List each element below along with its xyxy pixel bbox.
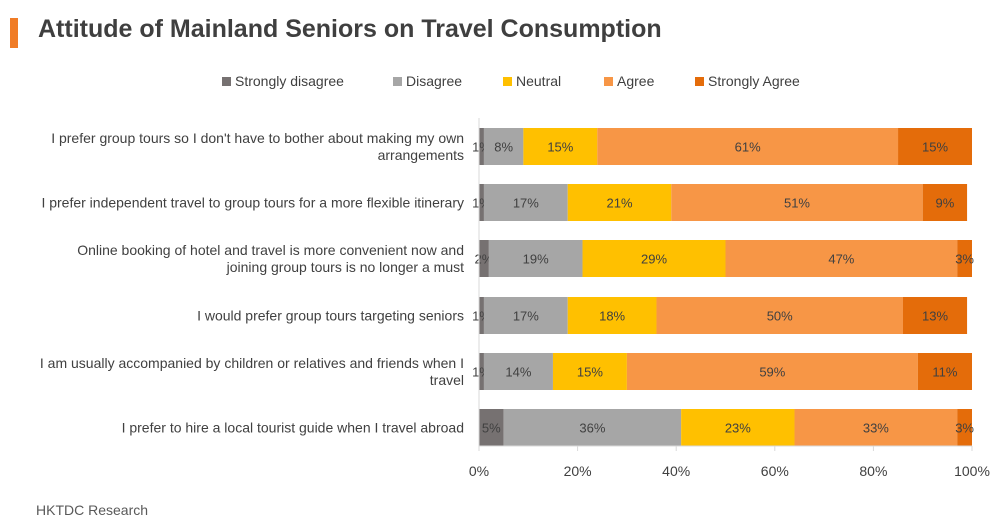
data-label: 15% xyxy=(922,140,948,155)
bar-segment xyxy=(483,297,568,334)
bar-segment xyxy=(479,409,504,446)
bar-segment xyxy=(479,297,484,334)
category-label: I prefer group tours so I don't have to … xyxy=(51,130,464,163)
bar-segment xyxy=(488,240,583,277)
legend-item-strongly-agree: Strongly Agree xyxy=(695,71,800,91)
bar-segment xyxy=(582,240,726,277)
bar-segment xyxy=(898,128,972,165)
x-tick-label: 60% xyxy=(761,463,789,479)
legend-item-neutral: Neutral xyxy=(503,71,561,91)
bar-segment xyxy=(479,353,484,390)
category-label: Online booking of hotel and travel is mo… xyxy=(77,242,464,275)
bar-segment xyxy=(483,184,568,221)
legend-swatch xyxy=(604,76,613,86)
bar-segment xyxy=(523,128,598,165)
data-label: 18% xyxy=(599,309,625,324)
category-label: I prefer independent travel to group tou… xyxy=(41,195,464,211)
data-label: 8% xyxy=(494,140,513,155)
legend-item-agree: Agree xyxy=(604,71,654,91)
data-label: 59% xyxy=(759,365,785,380)
bar-segment xyxy=(479,128,484,165)
data-label: 11% xyxy=(932,365,957,380)
data-label: 50% xyxy=(767,309,793,324)
bar-segment xyxy=(794,409,958,446)
bar-segment xyxy=(725,240,958,277)
category-label: I prefer to hire a local tourist guide w… xyxy=(122,420,464,436)
bar-segment xyxy=(597,128,899,165)
bar-segment xyxy=(671,184,923,221)
data-label: 3% xyxy=(955,421,974,436)
x-tick-label: 20% xyxy=(564,463,592,479)
bar-segment xyxy=(479,240,489,277)
bar-segment xyxy=(567,184,672,221)
legend-swatch xyxy=(393,76,402,86)
data-label: 3% xyxy=(955,252,974,267)
legend-label: Disagree xyxy=(406,73,463,89)
title-accent-bar xyxy=(10,18,18,48)
data-label: 17% xyxy=(513,196,539,211)
legend-item-strongly-disagree: Strongly disagree xyxy=(222,71,344,91)
data-label: 51% xyxy=(784,196,810,211)
category-label: I would prefer group tours targeting sen… xyxy=(197,308,464,324)
data-label: 9% xyxy=(935,196,954,211)
data-label: 36% xyxy=(579,421,605,436)
bar-segment xyxy=(483,128,524,165)
legend-swatch xyxy=(503,76,512,86)
data-label: 23% xyxy=(725,421,751,436)
source-note: HKTDC Research xyxy=(36,502,149,518)
bar-segment xyxy=(479,184,484,221)
legend-label: Neutral xyxy=(516,73,562,89)
data-label: 19% xyxy=(523,252,549,267)
data-label: 13% xyxy=(922,309,948,324)
data-label: 15% xyxy=(577,365,603,380)
data-label: 33% xyxy=(863,421,889,436)
chart-legend: Strongly disagree Disagree Neutral Agree Str… xyxy=(0,71,1000,91)
data-label: 17% xyxy=(513,309,539,324)
legend-label: Strongly disagree xyxy=(235,73,344,89)
bar-segment xyxy=(626,353,918,390)
data-label: 21% xyxy=(606,196,632,211)
chart-title: Attitude of Mainland Seniors on Travel C… xyxy=(38,15,662,43)
x-tick-label: 40% xyxy=(662,463,690,479)
bar-segment xyxy=(957,409,972,446)
x-tick-label: 100% xyxy=(954,463,990,479)
legend-swatch xyxy=(222,76,231,86)
data-label: 14% xyxy=(505,365,531,380)
bar-segment xyxy=(917,353,972,390)
legend-item-disagree: Disagree xyxy=(393,71,462,91)
bar-segment xyxy=(567,297,657,334)
data-label: 29% xyxy=(641,252,667,267)
category-label: I am usually accompanied by children or … xyxy=(40,355,464,388)
bar-segment xyxy=(503,409,682,446)
bar-segment xyxy=(552,353,627,390)
bar-segment xyxy=(681,409,795,446)
bar-segment xyxy=(656,297,903,334)
data-label: 61% xyxy=(735,140,761,155)
data-label: 5% xyxy=(482,421,501,436)
bar-segment xyxy=(483,353,553,390)
legend-label: Agree xyxy=(617,73,655,89)
data-label: 47% xyxy=(828,252,854,267)
bar-segment xyxy=(957,240,972,277)
x-tick-label: 80% xyxy=(859,463,887,479)
legend-label: Strongly Agree xyxy=(708,73,800,89)
stacked-bar-chart: 1% 8% 15% 61% 15%I prefer group tours so I d… xyxy=(40,118,990,479)
bar-segment xyxy=(902,297,968,334)
legend-swatch xyxy=(695,76,704,86)
data-label: 15% xyxy=(547,140,573,155)
x-tick-label: 0% xyxy=(469,463,489,479)
bar-segment xyxy=(922,184,968,221)
